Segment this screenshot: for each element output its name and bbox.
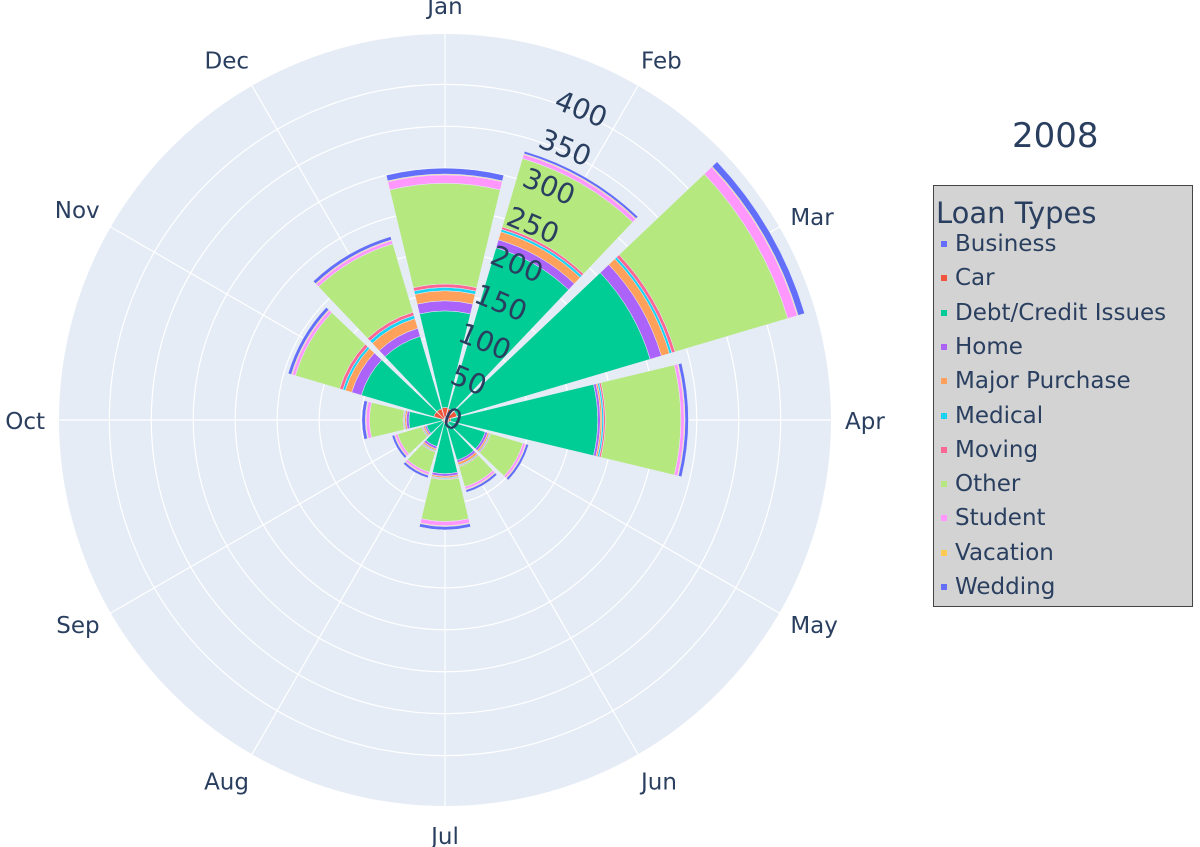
polar-bars <box>287 150 805 531</box>
legend-label: Home <box>955 333 1023 360</box>
angular-gridline <box>110 419 446 614</box>
legend-swatch <box>941 412 947 419</box>
legend-swatch <box>941 584 947 590</box>
angular-tick-label: Feb <box>641 49 682 75</box>
bar-wedding-sep <box>391 434 408 459</box>
legend-item[interactable]: Business <box>934 231 1192 262</box>
angular-gridline <box>251 419 446 755</box>
legend-label: Student <box>955 505 1046 532</box>
bar-wedding-may <box>506 443 529 481</box>
bar-other-apr <box>600 364 681 476</box>
bar-wedding-mar <box>711 161 805 316</box>
legend-swatch <box>941 515 947 522</box>
angular-tick-label: Jan <box>425 0 462 20</box>
legend-swatch <box>941 343 947 350</box>
legend-swatch <box>941 275 947 282</box>
angular-tick-label: Nov <box>55 198 100 224</box>
bar-wedding-oct <box>361 400 368 440</box>
legend-label: Debt/Credit Issues <box>955 299 1167 326</box>
bar-wedding-jun <box>465 472 498 493</box>
legend-swatch <box>941 241 947 247</box>
legend: Loan Types Business Car Debt/Credit Issues… <box>933 185 1193 607</box>
bar-wedding-jul <box>419 523 471 531</box>
angular-tick-label: Mar <box>790 205 834 231</box>
legend-item[interactable]: Wedding <box>934 574 1192 605</box>
angular-tick-label: Aug <box>204 769 249 795</box>
legend-item[interactable]: Medical <box>934 402 1192 434</box>
bar-wedding-nov <box>287 307 330 375</box>
legend-item[interactable]: Vacation <box>934 539 1192 571</box>
legend-item[interactable]: Car <box>934 265 1192 296</box>
legend-label: Other <box>955 471 1021 498</box>
chart-title: 2008 <box>1012 116 1099 156</box>
bar-wedding-dec <box>312 236 392 285</box>
legend-item[interactable]: Home <box>934 333 1192 365</box>
legend-label: Medical <box>955 402 1044 429</box>
legend-label: Wedding <box>955 574 1056 600</box>
legend-item[interactable]: Student <box>934 505 1192 536</box>
legend-label: Moving <box>955 436 1039 463</box>
bar-wedding-apr <box>678 362 689 478</box>
bar-wedding-aug <box>403 461 429 479</box>
legend-label: Business <box>955 231 1057 257</box>
legend-label: Vacation <box>955 539 1054 566</box>
angular-tick-label: Oct <box>5 409 45 435</box>
angular-tick-label: Dec <box>204 49 249 75</box>
legend-swatch <box>941 309 947 316</box>
legend-item[interactable]: Moving <box>934 436 1192 468</box>
angular-tick-label: Jul <box>429 824 459 847</box>
bar-wedding-jan <box>385 168 505 182</box>
legend-label: Car <box>955 265 995 292</box>
legend-item[interactable]: Debt/Credit Issues <box>934 299 1192 331</box>
angular-tick-label: Sep <box>56 613 99 639</box>
angular-tick-label: May <box>790 613 838 639</box>
legend-swatch <box>941 481 947 488</box>
angular-tick-label: Apr <box>845 409 885 435</box>
legend-label: Major Purchase <box>955 368 1131 395</box>
angular-tick-label: Jun <box>639 769 677 795</box>
legend-item[interactable]: Other <box>934 471 1192 502</box>
legend-swatch <box>941 549 947 556</box>
bar-wedding-feb <box>523 150 639 219</box>
legend-swatch <box>941 378 947 385</box>
legend-title: Loan Types <box>936 196 1097 230</box>
angular-tick-labels: Jan Feb Mar Apr May Jun Jul Aug Sep Oct Nov Dec <box>5 0 885 847</box>
legend-swatch <box>941 446 947 453</box>
legend-item[interactable]: Major Purchase <box>934 368 1192 399</box>
